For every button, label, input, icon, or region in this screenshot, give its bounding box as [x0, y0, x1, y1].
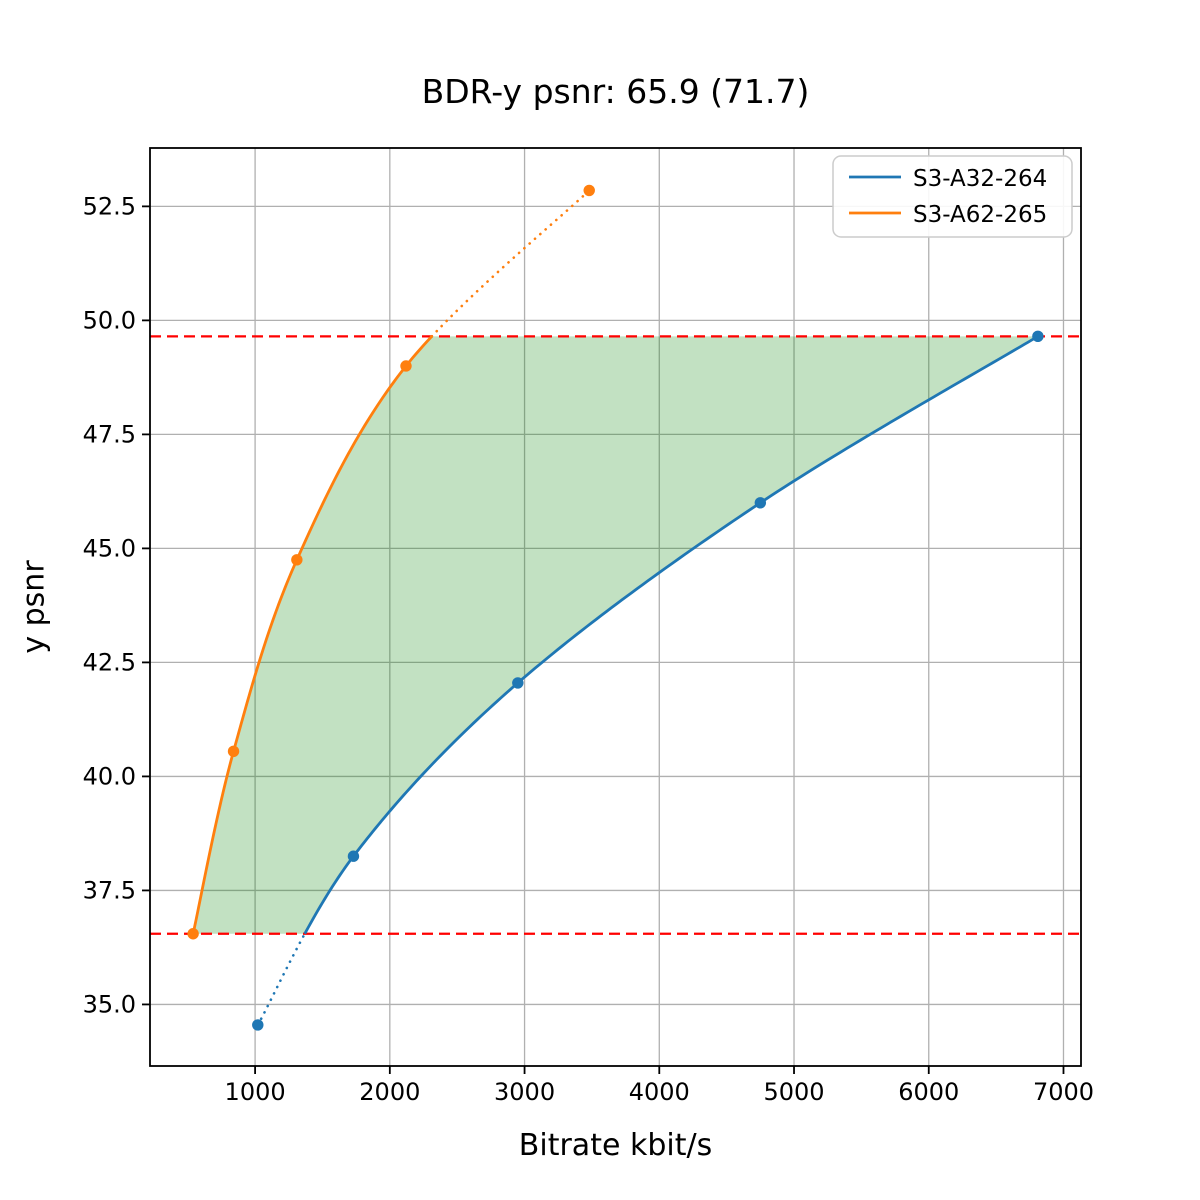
- series-S3-A62-265: [187, 184, 595, 940]
- y-tick-label: 50.0: [83, 306, 136, 334]
- x-tick-label: 2000: [359, 1078, 420, 1106]
- x-tick-label: 5000: [763, 1078, 824, 1106]
- legend-label: S3-A62-265: [913, 202, 1047, 228]
- data-point-marker: [583, 184, 595, 197]
- curve-solid: [303, 335, 1039, 935]
- x-tick-label: 6000: [898, 1078, 959, 1106]
- grid: [150, 148, 1081, 1066]
- x-tick-label: 4000: [629, 1078, 690, 1106]
- curve-dotted: [256, 932, 307, 1027]
- data-point-marker: [187, 928, 199, 940]
- legend: S3-A32-264 S3-A62-265: [832, 155, 1073, 238]
- y-tick-label: 52.5: [83, 192, 136, 220]
- data-point-marker: [252, 1019, 264, 1031]
- x-axis-label: Bitrate kbit/s: [518, 1128, 713, 1163]
- data-point-marker: [754, 497, 767, 509]
- y-tick-label: 35.0: [83, 990, 136, 1018]
- data-point-marker: [291, 554, 303, 566]
- axes-spines: [149, 147, 1082, 1067]
- y-tick-label: 40.0: [83, 762, 136, 790]
- y-tick-label: 45.0: [83, 534, 136, 562]
- x-tick-label: 1000: [225, 1078, 286, 1106]
- data-point-marker: [512, 677, 524, 689]
- x-tick-label: 7000: [1033, 1078, 1094, 1106]
- x-tick-label: 3000: [494, 1078, 555, 1106]
- data-point-marker: [1032, 330, 1044, 343]
- data-point-marker: [227, 745, 240, 758]
- y-tick-label: 37.5: [83, 876, 136, 904]
- axis-ticks: 1000 2000 3000 4000 5000 6000 7000 35.0 37.5 40.0…: [83, 192, 1094, 1106]
- data-point-marker: [347, 850, 360, 862]
- chart-title: BDR-y psnr: 65.9 (71.7): [421, 72, 810, 111]
- y-tick-label: 42.5: [83, 648, 136, 676]
- series-S3-A32-264: [252, 330, 1044, 1031]
- legend-label: S3-A32-264: [913, 166, 1047, 192]
- curve-dotted: [430, 189, 591, 338]
- data-point-marker: [400, 360, 412, 372]
- y-tick-label: 47.5: [83, 420, 136, 448]
- curve-solid: [191, 335, 433, 935]
- bd-shaded-region: [193, 336, 1038, 934]
- y-axis-label: y psnr: [16, 560, 52, 654]
